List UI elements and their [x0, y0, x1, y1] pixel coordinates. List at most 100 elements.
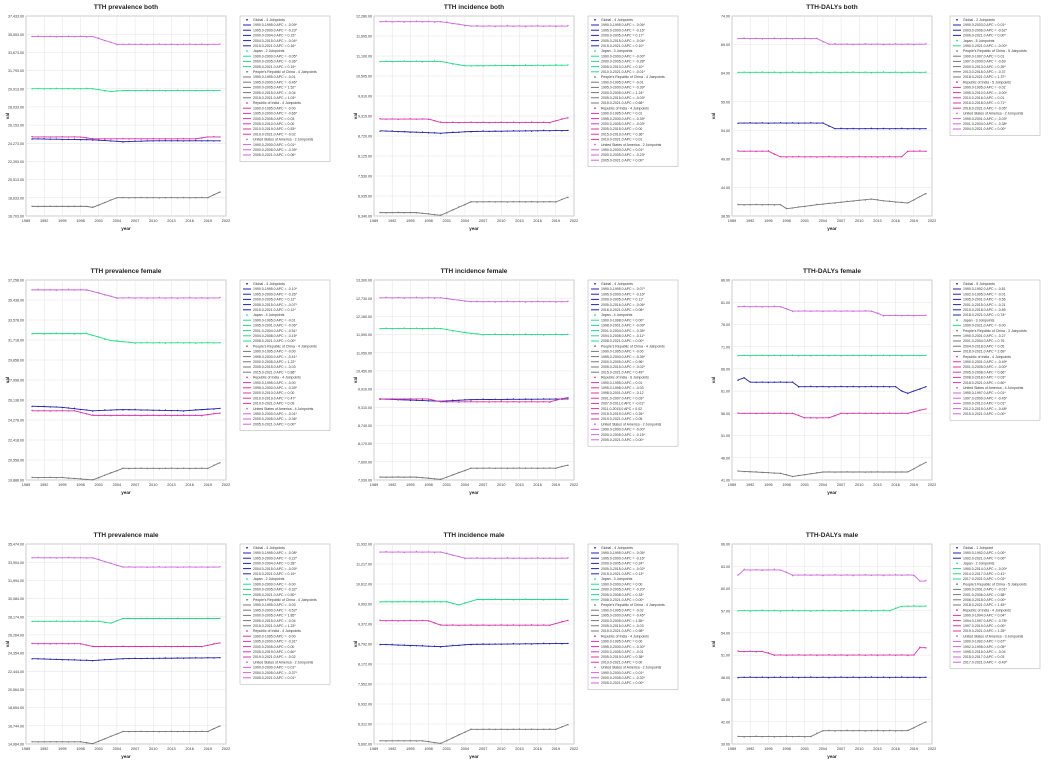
data-point — [458, 299, 460, 301]
data-point — [925, 127, 927, 130]
data-point — [73, 642, 76, 645]
data-point — [482, 599, 484, 601]
data-point — [55, 741, 57, 743]
x-tick-label: 1992 — [40, 747, 48, 751]
y-tick-label: 9,372.00 — [358, 623, 372, 627]
data-point — [397, 327, 399, 330]
data-point — [116, 140, 118, 142]
data-point — [561, 557, 563, 559]
legend-marker — [246, 376, 248, 379]
data-point — [822, 676, 824, 678]
data-point — [864, 412, 867, 415]
data-point — [409, 60, 412, 63]
series — [737, 71, 927, 74]
data-point — [140, 196, 142, 199]
legend-label: 2004.0-2018.0 APC = 0.05 — [963, 344, 1004, 348]
data-point — [888, 610, 891, 612]
data-point — [913, 654, 915, 656]
data-point — [543, 398, 545, 400]
data-point — [561, 397, 563, 400]
data-point — [888, 653, 891, 656]
data-point — [743, 609, 745, 612]
data-point — [919, 646, 921, 648]
y-tick-label: 54.00 — [721, 631, 730, 635]
legend-label: Japan - 3 Joinpoints — [601, 49, 633, 53]
data-point — [919, 128, 921, 130]
legend-label: 1990.0-2021.0 APC = -0.00 — [963, 324, 1006, 328]
data-point — [791, 207, 794, 209]
legend-label: 1990.0-1995.0 APC = -0.05* — [601, 551, 646, 555]
y-tick-label: 8,740.00 — [358, 424, 372, 428]
legend-label: 1995.0-2000.0 APC = -0.39* — [253, 386, 298, 390]
data-point — [894, 43, 897, 45]
legend-label: 2015.0-2021.0 APC = 0.49* — [601, 370, 644, 374]
data-point — [822, 654, 824, 656]
legend-label: Republic of India - 4 Joinpoints — [253, 101, 301, 105]
data-point — [98, 558, 100, 560]
y-tick-label: 19,888.00 — [8, 479, 24, 483]
data-point — [213, 135, 215, 138]
chart-panel: TTH-DALYs female41.0046.0051.0056.0061.0… — [711, 268, 1041, 495]
legend-label: 2000.0-2005.0 APC = 1.22* — [253, 360, 296, 364]
data-point — [476, 624, 478, 627]
data-point — [737, 122, 739, 125]
legend-marker — [246, 314, 248, 316]
data-point — [749, 735, 751, 738]
data-point — [876, 574, 879, 576]
data-point — [536, 728, 539, 731]
data-point — [67, 643, 70, 645]
data-point — [901, 412, 903, 414]
data-point — [530, 121, 533, 123]
plot-frame — [731, 279, 933, 481]
data-point — [907, 412, 909, 415]
data-point — [464, 25, 466, 27]
data-point — [128, 617, 130, 620]
data-point — [518, 333, 521, 336]
data-point — [822, 354, 824, 356]
data-point — [427, 327, 430, 330]
data-point — [98, 37, 100, 39]
data-point — [567, 129, 569, 132]
data-point — [61, 659, 64, 661]
data-point — [901, 729, 903, 732]
series-line — [32, 136, 220, 140]
data-point — [804, 354, 806, 357]
data-point — [864, 385, 867, 388]
data-point — [555, 333, 557, 335]
x-axis-label: year — [469, 490, 479, 495]
data-point — [828, 355, 830, 357]
data-point — [543, 599, 545, 601]
data-point — [31, 135, 33, 138]
y-axis-label: val — [5, 377, 10, 383]
data-point — [170, 43, 173, 45]
data-point — [415, 212, 418, 214]
data-point — [213, 617, 215, 620]
x-tick-label: 2016 — [185, 219, 193, 223]
data-point — [530, 300, 533, 303]
data-point — [152, 414, 154, 416]
data-point — [555, 598, 557, 600]
data-point — [43, 136, 45, 138]
data-point — [755, 354, 757, 357]
data-point — [43, 642, 45, 645]
series-line — [380, 619, 569, 626]
legend-label: 1990.0-1995.0 APC = -0.00 — [253, 381, 296, 385]
legend-label: 2019.0-2021.0 APC = 0.05 — [601, 417, 642, 421]
data-point — [555, 301, 557, 303]
legend-label: 2005.0-2021.0 APC = 0.01* — [253, 676, 296, 680]
legend-label: 2018.0-2021.0 APC = 0.60* — [963, 381, 1006, 385]
data-point — [791, 38, 794, 40]
data-point — [810, 72, 812, 74]
data-point — [385, 740, 387, 742]
data-point — [433, 214, 436, 216]
data-point — [870, 43, 873, 46]
data-point — [767, 203, 770, 206]
data-point — [104, 139, 106, 141]
data-point — [840, 155, 842, 158]
data-point — [888, 574, 891, 576]
legend-label: 2005.0-2015.0 APC = -0.07* — [253, 303, 298, 307]
data-point — [816, 37, 818, 39]
data-point — [176, 414, 179, 417]
data-point — [439, 21, 442, 23]
data-point — [913, 315, 915, 317]
